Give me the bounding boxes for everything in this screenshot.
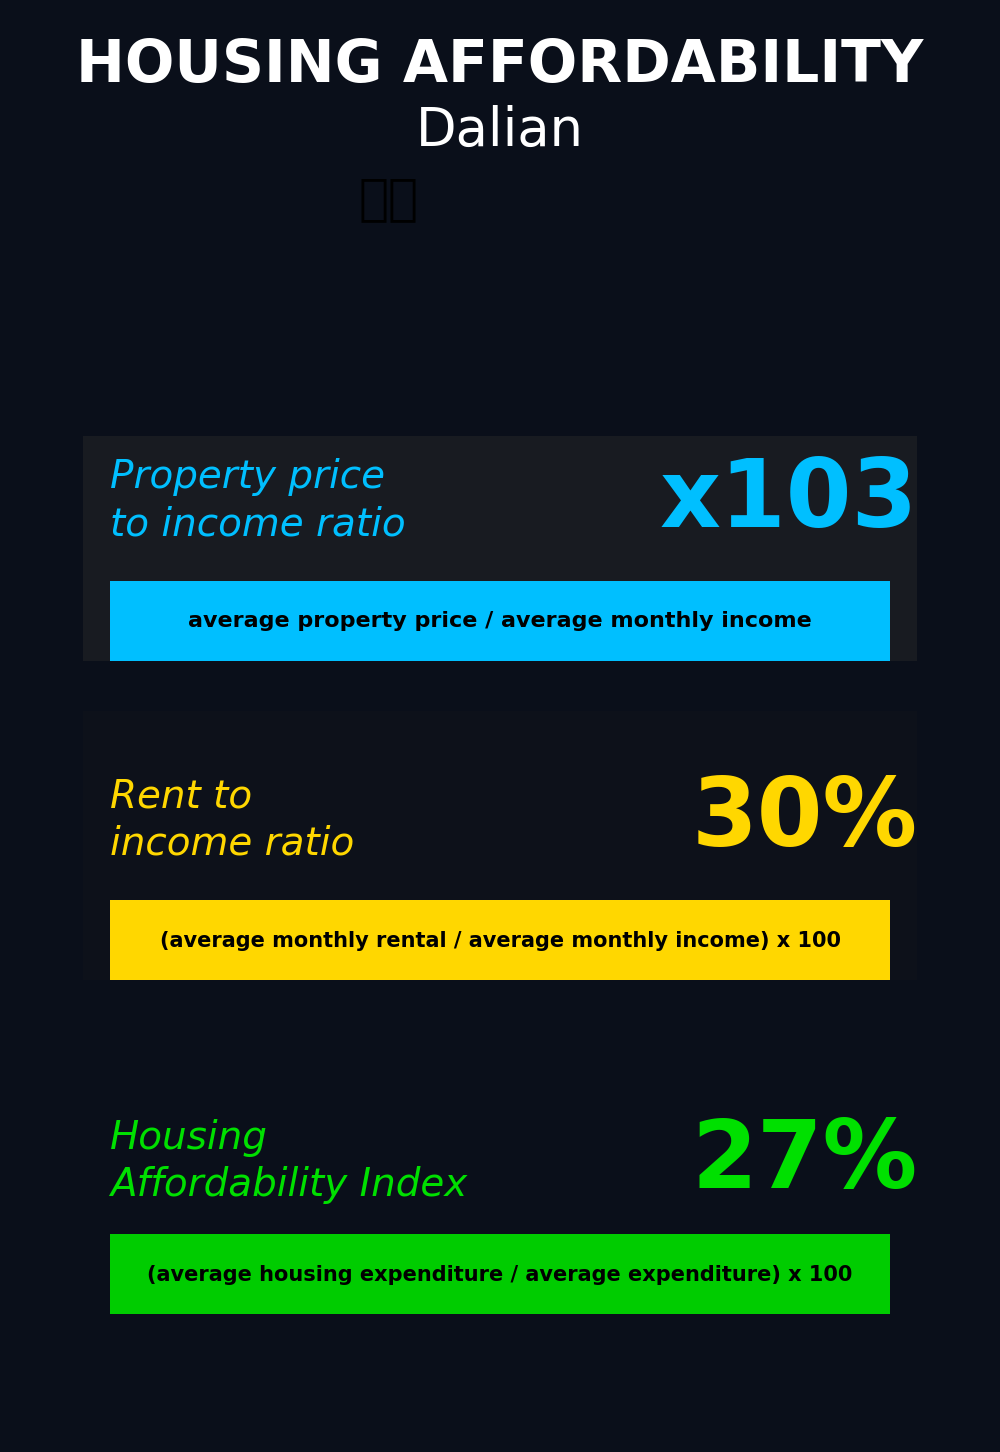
Text: average property price / average monthly income: average property price / average monthly… (188, 611, 812, 632)
FancyBboxPatch shape (83, 711, 917, 980)
Text: HOUSING AFFORDABILITY: HOUSING AFFORDABILITY (76, 36, 924, 94)
Text: (average housing expenditure / average expenditure) x 100: (average housing expenditure / average e… (147, 1265, 853, 1285)
Text: Housing
Affordability Index: Housing Affordability Index (110, 1119, 468, 1204)
FancyBboxPatch shape (110, 581, 890, 661)
Text: Dalian: Dalian (416, 105, 584, 157)
Text: Rent to
income ratio: Rent to income ratio (110, 778, 355, 862)
FancyBboxPatch shape (110, 900, 890, 980)
FancyBboxPatch shape (110, 1234, 890, 1314)
Text: 27%: 27% (691, 1115, 917, 1208)
Text: 🇨🇳: 🇨🇳 (359, 174, 419, 224)
Text: Property price
to income ratio: Property price to income ratio (110, 459, 406, 543)
FancyBboxPatch shape (83, 436, 917, 661)
Text: 30%: 30% (691, 774, 917, 867)
Text: (average monthly rental / average monthly income) x 100: (average monthly rental / average monthl… (160, 931, 840, 951)
Text: x103: x103 (659, 454, 917, 547)
